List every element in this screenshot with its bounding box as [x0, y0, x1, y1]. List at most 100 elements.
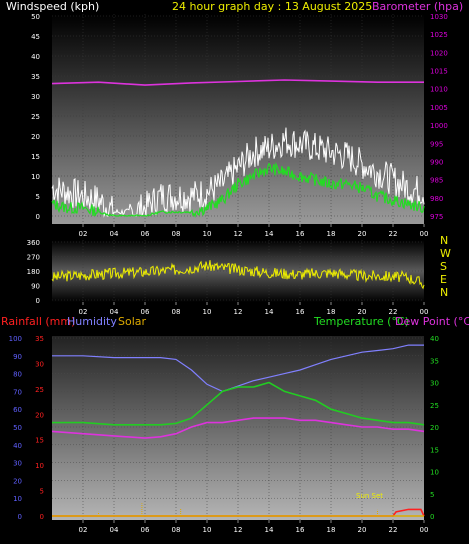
- x-tick-label: 06: [141, 526, 150, 534]
- x-tick-label: 20: [358, 308, 367, 316]
- x-tick-label: 00: [420, 308, 429, 316]
- rainfall-tick-label: 30: [35, 360, 44, 368]
- x-tick-label: 20: [358, 230, 367, 238]
- direction-x-ticks: 02 04 06 08 10 12 14 16 18 20 22 00: [79, 302, 429, 316]
- x-tick-label: 12: [234, 308, 243, 316]
- x-tick-label: 04: [110, 230, 119, 238]
- x-tick-label: 22: [389, 230, 398, 238]
- rainfall-tick-label: 10: [35, 462, 44, 470]
- baro-tick-label: 1005: [430, 104, 448, 112]
- rainfall-axis-ticks: 0 5 10 15 20 25 30 35: [35, 335, 44, 521]
- wind-tick-label: 20: [31, 133, 40, 141]
- humidity-legend: Humidity: [67, 315, 117, 328]
- temperature-axis-ticks: 0 5 10 15 20 25 30 35 40: [430, 335, 439, 521]
- x-tick-label: 18: [327, 308, 336, 316]
- wind-tick-label: 50: [31, 13, 40, 21]
- x-tick-label: 22: [389, 526, 398, 534]
- wind-tick-label: 30: [31, 93, 40, 101]
- baro-tick-label: 1015: [430, 68, 448, 76]
- rainfall-tick-label: 35: [35, 335, 44, 343]
- wind-x-ticks: 02 04 06 08 10 12 14 16 18 20 22 00: [79, 224, 428, 238]
- temperature-tick-label: 10: [430, 469, 439, 477]
- temperature-tick-label: 20: [430, 424, 439, 432]
- baro-tick-label: 1000: [430, 122, 448, 130]
- x-tick-label: 18: [327, 230, 336, 238]
- temperature-tick-label: 15: [430, 446, 439, 454]
- temperature-tick-label: 5: [430, 491, 434, 499]
- humidity-tick-label: 100: [9, 335, 22, 343]
- x-tick-label: 08: [172, 308, 181, 316]
- compass-label: W: [440, 247, 451, 260]
- rainfall-tick-label: 25: [35, 386, 44, 394]
- wind-axis-ticks: 0 5 10 15 20 25 30 35 40 45 50: [31, 13, 40, 221]
- humidity-line: [52, 344, 424, 393]
- direction-grid: [52, 240, 424, 302]
- temperature-line: [52, 381, 425, 426]
- direction-tick-label: 360: [27, 239, 40, 247]
- wind-average-line: [51, 161, 425, 218]
- rainfall-tick-label: 15: [35, 437, 44, 445]
- wind-tick-label: 25: [31, 113, 40, 121]
- x-tick-label: 14: [265, 230, 274, 238]
- humidity-tick-label: 30: [13, 460, 22, 468]
- x-tick-label: 02: [79, 526, 88, 534]
- wind-tick-label: 45: [31, 33, 40, 41]
- humidity-tick-label: 80: [13, 371, 22, 379]
- humidity-tick-label: 50: [13, 424, 22, 432]
- dewpoint-legend: Dew Point (°C): [395, 315, 469, 328]
- x-tick-label: 08: [172, 230, 181, 238]
- humidity-tick-label: 70: [13, 388, 22, 396]
- barometer-line: [51, 79, 424, 86]
- direction-tick-label: 270: [27, 254, 40, 262]
- temperature-x-ticks: 02 04 06 08 10 12 14 16 18 20 22 00: [79, 520, 428, 534]
- humidity-tick-label: 20: [13, 477, 22, 485]
- temperature-tick-label: 0: [430, 513, 434, 521]
- rainfall-tick-label: 20: [35, 411, 44, 419]
- compass-label: N: [440, 234, 448, 247]
- wind-tick-label: 0: [36, 213, 40, 221]
- direction-tick-label: 90: [31, 283, 40, 291]
- temperature-tick-label: 25: [430, 402, 439, 410]
- x-tick-label: 08: [172, 526, 181, 534]
- barometer-axis-ticks: 975 980 985 990 995 1000 1005 1010 1015 1020 1025 1…: [430, 13, 448, 221]
- x-tick-label: 10: [203, 526, 212, 534]
- humidity-tick-label: 60: [13, 406, 22, 414]
- direction-series: [51, 260, 425, 290]
- wind-tick-label: 10: [31, 173, 40, 181]
- wind-series: [51, 79, 425, 218]
- x-tick-label: 16: [296, 526, 305, 534]
- temperature-tick-label: 30: [430, 380, 439, 388]
- x-tick-label: 02: [79, 308, 88, 316]
- wind-tick-label: 5: [36, 193, 40, 201]
- compass-label: N: [440, 286, 448, 299]
- humidity-tick-label: 0: [18, 513, 22, 521]
- temperature-tick-label: 40: [430, 335, 439, 343]
- x-tick-label: 10: [203, 230, 212, 238]
- x-tick-label: 04: [110, 308, 119, 316]
- chart-title: 24 hour graph day : 13 August 2025: [172, 0, 372, 13]
- x-tick-label: 18: [327, 526, 336, 534]
- x-tick-label: 04: [110, 526, 119, 534]
- humidity-tick-label: 40: [13, 442, 22, 450]
- x-tick-label: 16: [296, 308, 305, 316]
- x-tick-label: 14: [265, 526, 274, 534]
- windspeed-label: Windspeed (kph): [6, 0, 99, 13]
- baro-tick-label: 980: [430, 195, 443, 203]
- x-tick-label: 06: [141, 230, 150, 238]
- x-tick-label: 14: [265, 308, 274, 316]
- x-tick-label: 06: [141, 308, 150, 316]
- direction-axis-ticks: 0 90 180 270 360: [27, 239, 40, 305]
- x-tick-label: 16: [296, 230, 305, 238]
- x-tick-label: 22: [389, 308, 398, 316]
- direction-tick-label: 0: [36, 297, 40, 305]
- baro-tick-label: 1025: [430, 31, 448, 39]
- wind-gust-line: [51, 127, 425, 218]
- solar-legend: Solar: [118, 315, 147, 328]
- compass-label: S: [440, 260, 447, 273]
- x-tick-label: 20: [358, 526, 367, 534]
- temperature-tick-label: 35: [430, 357, 439, 365]
- humidity-tick-label: 10: [13, 495, 22, 503]
- baro-tick-label: 1030: [430, 13, 448, 21]
